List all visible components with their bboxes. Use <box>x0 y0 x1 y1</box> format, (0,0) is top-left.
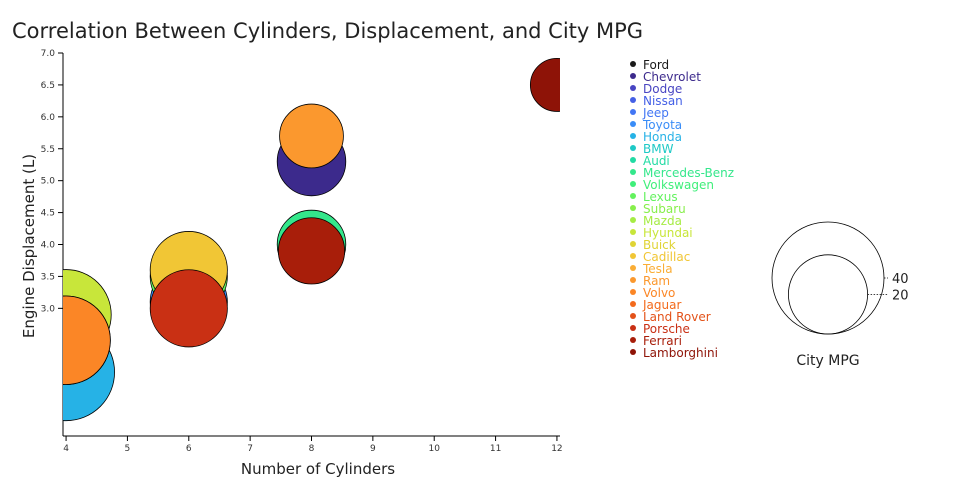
legend-marker-buick[interactable] <box>630 241 636 247</box>
legend-marker-tesla[interactable] <box>630 265 636 271</box>
legend-label-volkswagen[interactable]: Volkswagen <box>643 178 714 192</box>
legend-label-mercedes-benz[interactable]: Mercedes-Benz <box>643 166 734 180</box>
legend: FordChevroletDodgeNissanJeepToyotaHondaB… <box>630 58 734 360</box>
size-legend-circle <box>788 254 868 335</box>
y-tick-label: 5.0 <box>41 177 56 187</box>
y-tick-label: 6.5 <box>41 81 55 91</box>
legend-marker-mercedes-benz[interactable] <box>630 169 636 175</box>
bubble-volvo[interactable] <box>22 295 111 385</box>
legend-label-honda[interactable]: Honda <box>643 130 682 144</box>
y-tick-label: 6.0 <box>41 113 56 123</box>
legend-label-jeep[interactable]: Jeep <box>642 106 669 120</box>
legend-label-tesla[interactable]: Tesla <box>642 262 673 276</box>
legend-label-land-rover[interactable]: Land Rover <box>643 310 711 324</box>
legend-marker-mazda[interactable] <box>630 217 636 223</box>
legend-marker-lexus[interactable] <box>630 193 636 199</box>
legend-marker-lamborghini[interactable] <box>630 349 636 355</box>
chart-title: Correlation Between Cylinders, Displacem… <box>12 19 643 43</box>
x-tick-label: 11 <box>490 444 501 454</box>
legend-label-hyundai[interactable]: Hyundai <box>643 226 693 240</box>
y-tick-label: 5.5 <box>41 145 55 155</box>
legend-marker-ford[interactable] <box>630 61 636 67</box>
size-legend-circle <box>771 221 885 335</box>
x-tick-label: 8 <box>309 444 315 454</box>
legend-label-volvo[interactable]: Volvo <box>643 286 675 300</box>
y-tick-label: 4.0 <box>41 241 56 251</box>
legend-label-cadillac[interactable]: Cadillac <box>643 250 690 264</box>
legend-label-mazda[interactable]: Mazda <box>643 214 682 228</box>
size-legend-label: 40 <box>892 272 909 287</box>
legend-label-ram[interactable]: Ram <box>643 274 670 288</box>
legend-marker-bmw[interactable] <box>630 145 636 151</box>
legend-marker-land-rover[interactable] <box>630 313 636 319</box>
legend-label-toyota[interactable]: Toyota <box>642 118 682 132</box>
legend-marker-audi[interactable] <box>630 157 636 163</box>
legend-label-ford[interactable]: Ford <box>643 58 669 72</box>
legend-marker-toyota[interactable] <box>630 121 636 127</box>
bubble-ram[interactable] <box>279 103 344 169</box>
x-tick-label: 12 <box>551 444 562 454</box>
y-axis-title: Engine Displacement (L) <box>20 154 38 338</box>
legend-label-lexus[interactable]: Lexus <box>643 190 678 204</box>
x-tick-label: 7 <box>247 444 253 454</box>
legend-label-nissan[interactable]: Nissan <box>643 94 683 108</box>
x-tick-label: 10 <box>428 444 440 454</box>
legend-marker-jeep[interactable] <box>630 109 636 115</box>
bubble-ferrari[interactable] <box>277 217 346 285</box>
legend-marker-ram[interactable] <box>630 277 636 283</box>
legend-marker-dodge[interactable] <box>630 85 636 91</box>
legend-marker-ferrari[interactable] <box>630 337 636 343</box>
x-axis-title: Number of Cylinders <box>241 460 395 478</box>
legend-marker-volkswagen[interactable] <box>630 181 636 187</box>
x-tick-label: 9 <box>370 444 376 454</box>
legend-label-dodge[interactable]: Dodge <box>643 82 682 96</box>
legend-label-subaru[interactable]: Subaru <box>643 202 686 216</box>
size-legend-label: 20 <box>892 288 909 303</box>
x-tick-label: 6 <box>186 444 192 454</box>
legend-marker-nissan[interactable] <box>630 97 636 103</box>
legend-label-jaguar[interactable]: Jaguar <box>642 298 681 312</box>
legend-label-porsche[interactable]: Porsche <box>643 322 690 336</box>
axes: 4 5 6 7 8 9 10 11 12 3.0 3.5 4.0 4.5 5.0 5.5 6.0 6.5 7.0 <box>41 49 563 454</box>
legend-marker-cadillac[interactable] <box>630 253 636 259</box>
legend-marker-volvo[interactable] <box>630 289 636 295</box>
y-tick-label: 7.0 <box>41 49 56 59</box>
legend-marker-jaguar[interactable] <box>630 301 636 307</box>
y-tick-label: 3.0 <box>41 304 56 314</box>
y-tick-label: 3.5 <box>41 272 55 282</box>
legend-marker-hyundai[interactable] <box>630 229 636 235</box>
x-tick-label: 5 <box>125 444 131 454</box>
legend-marker-chevrolet[interactable] <box>630 73 636 79</box>
x-tick-label: 4 <box>63 444 69 454</box>
bubble-lamborghini[interactable] <box>529 57 583 112</box>
legend-label-lamborghini[interactable]: Lamborghini <box>643 346 718 360</box>
bubble-porsche[interactable] <box>149 269 228 348</box>
legend-marker-subaru[interactable] <box>630 205 636 211</box>
size-legend-title: City MPG <box>796 353 859 369</box>
legend-marker-honda[interactable] <box>630 133 636 139</box>
legend-label-bmw[interactable]: BMW <box>643 142 674 156</box>
y-tick-label: 4.5 <box>41 209 55 219</box>
legend-label-audi[interactable]: Audi <box>643 154 670 168</box>
bubbles-layer <box>22 57 583 422</box>
legend-label-ferrari[interactable]: Ferrari <box>643 334 682 348</box>
legend-marker-porsche[interactable] <box>630 325 636 331</box>
legend-label-buick[interactable]: Buick <box>643 238 676 252</box>
legend-label-chevrolet[interactable]: Chevrolet <box>643 70 701 84</box>
